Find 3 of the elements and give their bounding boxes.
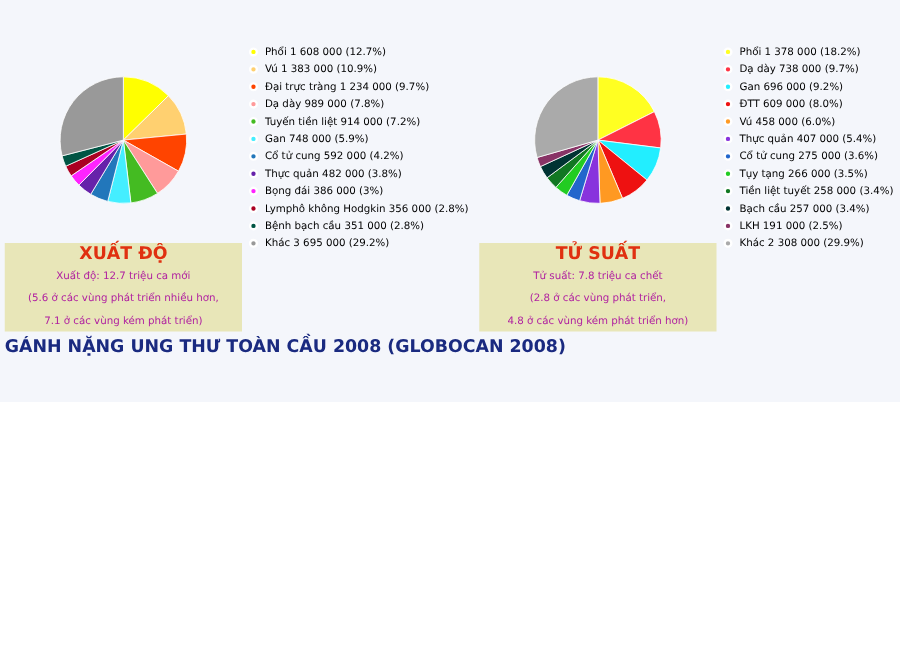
- text: XUẤT ĐỘ: [79, 238, 168, 265]
- text: TỬ SUẤT: [555, 238, 641, 265]
- text: GÁNH NẶNG UNG THƯ TOÀN CẦU 2008 (GLOBOCAN 2008): [4, 332, 566, 359]
